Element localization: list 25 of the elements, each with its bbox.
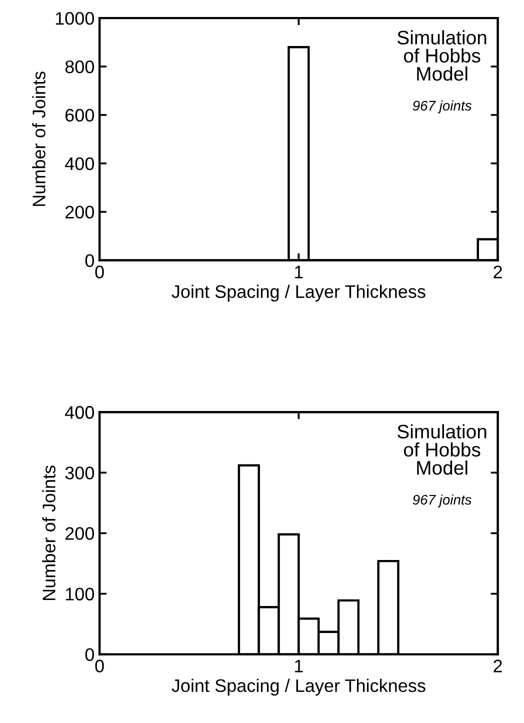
x-tick-label: 2 xyxy=(494,266,502,278)
y-tick-label: 400 xyxy=(64,406,94,419)
y-tick-label: 800 xyxy=(65,60,94,74)
x-tick-label: 2 xyxy=(494,660,502,672)
annotation: 967 joints xyxy=(412,100,472,114)
annotation: Simulation of Hobbs Model xyxy=(398,30,486,81)
x-axis-title: Joint Spacing / Layer Thickness xyxy=(172,284,426,302)
y-tick-label: 200 xyxy=(65,527,94,540)
x-tick-label: 1 xyxy=(295,660,303,672)
y-tick-label: 200 xyxy=(65,206,94,219)
y-axis-title: Number of Joints xyxy=(42,466,56,600)
y-tick-label: 1000 xyxy=(56,12,94,25)
y-axis-title: Number of Joints xyxy=(32,72,46,206)
x-tick-label: 0 xyxy=(95,266,104,278)
x-tick-label: 0 xyxy=(95,660,104,672)
annotation: Simulation of Hobbs Model xyxy=(398,424,486,475)
x-axis-title: Joint Spacing / Layer Thickness xyxy=(172,678,426,696)
x-tick-label: 1 xyxy=(295,266,303,278)
y-tick-label: 600 xyxy=(65,108,94,122)
y-tick-label: 100 xyxy=(66,588,94,600)
y-tick-label: 0 xyxy=(85,254,94,267)
annotation: 967 joints xyxy=(412,494,472,508)
y-tick-label: 400 xyxy=(64,157,94,170)
y-tick-label: 0 xyxy=(85,648,94,662)
y-tick-label: 300 xyxy=(65,466,94,480)
